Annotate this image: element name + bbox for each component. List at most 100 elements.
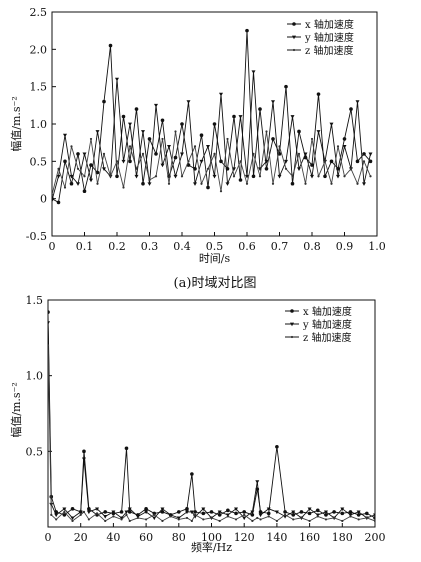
- data-point: [255, 480, 260, 484]
- data-point: [55, 518, 58, 521]
- data-point: [76, 182, 80, 186]
- data-point: [50, 513, 53, 516]
- data-point: [251, 174, 256, 179]
- data-point: [340, 511, 345, 516]
- data-point: [333, 516, 336, 520]
- x-tick-label: 0.9: [336, 240, 354, 253]
- data-point: [274, 510, 279, 515]
- data-point: [141, 130, 145, 134]
- data-point: [119, 510, 124, 514]
- data-point: [185, 507, 189, 511]
- data-point: [201, 507, 206, 512]
- data-point: [63, 159, 67, 164]
- data-point: [373, 519, 375, 523]
- data-point: [122, 186, 125, 189]
- data-point: [190, 472, 194, 476]
- x-tick-label: 0.6: [238, 240, 256, 253]
- data-point: [315, 508, 320, 513]
- data-point: [89, 137, 93, 141]
- legend-marker: [290, 309, 294, 313]
- data-point: [258, 513, 263, 518]
- data-point: [217, 513, 222, 517]
- data-point: [368, 159, 373, 164]
- data-point: [225, 182, 230, 186]
- data-point: [169, 515, 172, 518]
- data-point: [368, 152, 373, 157]
- data-point: [119, 516, 124, 521]
- data-point: [86, 510, 91, 515]
- data-point: [120, 518, 123, 521]
- x-tick-label: 0.7: [271, 240, 289, 253]
- data-point: [245, 28, 249, 33]
- data-point: [102, 167, 106, 171]
- data-point: [69, 181, 74, 186]
- x-tick-label: 0.4: [173, 240, 191, 253]
- data-point: [342, 145, 347, 149]
- data-point: [76, 167, 80, 170]
- data-point: [167, 182, 171, 185]
- data-point: [62, 513, 67, 517]
- x-tick-label: 120: [234, 531, 255, 544]
- legend-label: y 轴加速度: [302, 318, 352, 331]
- series-line: [48, 322, 375, 519]
- data-point: [177, 510, 181, 514]
- data-point: [348, 510, 353, 514]
- x-tick-label: 160: [299, 531, 320, 544]
- series-3-group: [52, 130, 372, 197]
- data-point: [258, 175, 262, 178]
- data-point: [173, 155, 178, 160]
- data-point: [234, 511, 238, 516]
- data-point: [324, 513, 328, 517]
- data-point: [102, 99, 106, 104]
- data-point: [307, 507, 312, 512]
- x-axis-label: 时间/s: [199, 252, 231, 265]
- data-point: [212, 174, 217, 179]
- data-point: [153, 513, 156, 516]
- data-point: [225, 513, 230, 518]
- time-domain-caption: (a)时域对比图: [174, 276, 257, 291]
- data-point: [292, 518, 295, 521]
- data-point: [310, 174, 314, 179]
- data-point: [308, 519, 311, 523]
- data-point: [48, 310, 50, 314]
- data-point: [291, 513, 296, 517]
- legend-label: x 轴加速度: [305, 18, 354, 31]
- y-tick-label: 0.5: [30, 155, 48, 168]
- data-point: [219, 92, 223, 97]
- data-point: [63, 510, 66, 513]
- data-point: [362, 160, 366, 163]
- data-point: [307, 511, 312, 516]
- data-point: [234, 518, 238, 521]
- data-point: [154, 175, 158, 178]
- data-point: [95, 130, 100, 134]
- data-point: [362, 152, 366, 156]
- legend-marker: [290, 335, 294, 339]
- data-point: [121, 159, 126, 164]
- data-point: [304, 182, 307, 185]
- data-point: [266, 511, 271, 516]
- legend-marker: [292, 35, 296, 40]
- data-point: [108, 43, 113, 48]
- data-point: [206, 167, 210, 170]
- data-point: [283, 513, 287, 516]
- data-point: [87, 518, 90, 521]
- x-tick-label: 180: [332, 531, 353, 544]
- y-tick-label: 1.0: [26, 370, 44, 383]
- data-point: [324, 518, 328, 521]
- data-point: [95, 507, 100, 512]
- data-point: [373, 513, 375, 518]
- data-point: [275, 519, 278, 523]
- data-point: [144, 507, 148, 511]
- data-point: [245, 182, 249, 185]
- data-point: [271, 182, 275, 185]
- data-point: [218, 519, 221, 523]
- series-2-group: [52, 70, 373, 203]
- data-point: [147, 182, 152, 186]
- legend-marker: [292, 22, 296, 26]
- data-point: [187, 160, 190, 163]
- data-point: [112, 515, 115, 518]
- data-point: [238, 178, 243, 182]
